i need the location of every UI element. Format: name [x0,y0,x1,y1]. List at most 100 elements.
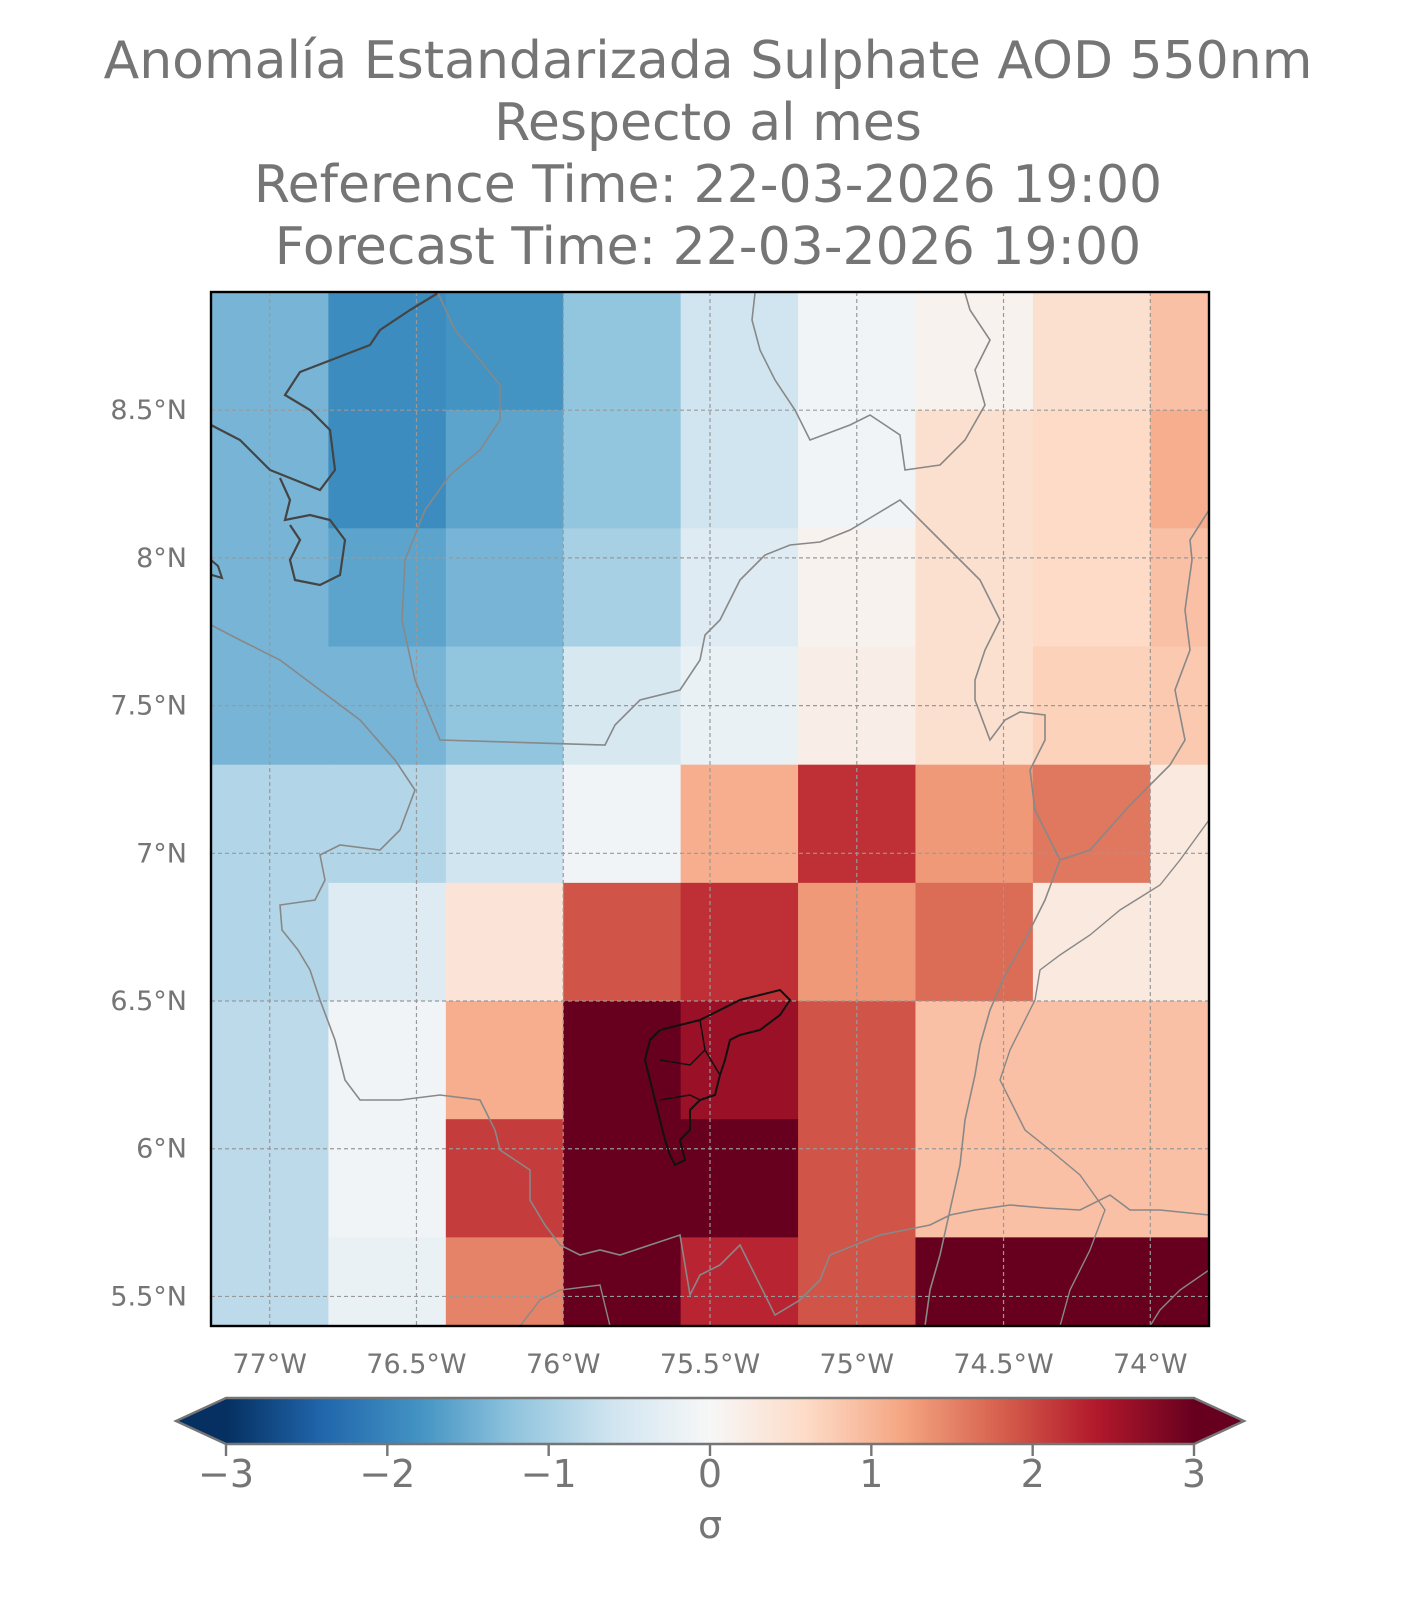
anomaly-cell [915,882,1034,1002]
map-frame [209,290,1211,1328]
anomaly-cell [915,292,1034,411]
anomaly-cell [563,528,682,648]
anomaly-cell [328,292,447,411]
lat-tick-label: 8°N [136,543,187,574]
anomaly-cell [798,882,917,1002]
lon-tick-label: 76.5°W [366,1349,466,1380]
anomaly-cell [563,646,682,766]
lon-tick-label: 77°W [232,1349,307,1380]
colorbar-tick-label: 2 [1021,1452,1045,1496]
title-line-4: Forecast Time: 22-03-2026 19:00 [274,217,1142,277]
title-line-3: Reference Time: 22-03-2026 19:00 [253,155,1163,215]
anomaly-cell [915,1237,1034,1326]
coastline [211,292,439,492]
anomaly-cell [328,882,447,1002]
lat-tick-label: 8.5°N [110,395,187,426]
anomaly-cell [1150,292,1209,411]
anomaly-cell [445,1237,564,1326]
anomaly-cell [563,882,682,1002]
title-line-1: Anomalía Estandarizada Sulphate AOD 550n… [103,31,1313,91]
lon-tick-label: 74.5°W [953,1349,1053,1380]
lon-tick-label: 75°W [819,1349,894,1380]
anomaly-cell [1032,764,1151,884]
anomaly-cell [1150,1237,1209,1326]
gulf-coastline [278,477,347,587]
colorbar [226,1398,1194,1444]
lat-tick-label: 7°N [136,838,187,869]
anomaly-cell [798,1119,917,1238]
anomaly-cell [915,1001,1034,1120]
anomaly-cell [1032,1001,1151,1120]
lon-tick-label: 75.5°W [660,1349,760,1380]
lat-tick-labels: 8.5°N 8°N 7.5°N 7°N 6.5°N 6°N 5.5°N [110,395,187,1312]
anomaly-cell [1150,1119,1209,1238]
anomaly-cell [445,1119,564,1238]
title-line-2: Respecto al mes [494,93,922,153]
anomaly-cell [445,882,564,1002]
anomaly-cell [328,764,447,884]
coastline-inlet [211,559,224,580]
lat-tick-label: 7.5°N [110,691,187,722]
anomaly-cell [680,882,799,1002]
anomaly-cell [563,292,682,411]
anomaly-cell [1032,1119,1151,1238]
anomaly-cell [211,1119,330,1238]
anomaly-cell [680,1237,799,1326]
anomaly-cell [1032,882,1151,1002]
anomaly-cell [328,410,447,529]
anomaly-cell [445,528,564,648]
colorbar-tick-label: −3 [198,1452,254,1496]
anomaly-cell [1032,646,1151,766]
river-southeast [1149,1269,1209,1326]
gridlines [211,292,1209,1326]
department-border-east [924,859,1061,1326]
anomaly-cell [563,1119,682,1238]
colorbar-tick-label: 1 [859,1452,883,1496]
anomaly-cell [328,528,447,648]
lat-tick-label: 6°N [136,1134,187,1165]
anomaly-cell [1150,410,1209,529]
anomaly-cell [445,1001,564,1120]
anomaly-cell [211,1001,330,1120]
municipal-inner-2 [659,1049,706,1066]
anomaly-cell [445,292,564,411]
anomaly-cell [1150,764,1209,884]
anomaly-cell [1032,292,1151,411]
anomaly-cell [1150,882,1209,1002]
anomaly-cell [915,764,1034,884]
colorbar-extend-low [176,1398,226,1444]
colorbar-extend-high [1194,1398,1244,1444]
anomaly-cells [211,292,1209,1326]
anomaly-cell [445,764,564,884]
anomaly-cell [680,764,799,884]
anomaly-cell [445,410,564,529]
anomaly-cell [680,528,799,648]
map-boundaries [211,292,1209,1326]
department-border-north [751,292,991,471]
anomaly-cell [1032,410,1151,529]
colorbar-tick-label: 0 [698,1452,722,1496]
anomaly-cell [563,410,682,529]
lon-tick-label: 74°W [1113,1349,1188,1380]
anomaly-cell [915,410,1034,529]
anomaly-cell [915,528,1034,648]
anomaly-cell [915,1119,1034,1238]
anomaly-cell [798,1001,917,1120]
anomaly-cell [563,1237,682,1326]
colorbar-ticks: −3 −2 −1 0 1 2 3 [198,1444,1206,1496]
anomaly-cell [1150,528,1209,648]
anomaly-cell [328,1119,447,1238]
colorbar-tick-label: −2 [359,1452,415,1496]
lat-tick-label: 6.5°N [110,986,187,1017]
anomaly-cell [680,410,799,529]
anomaly-cell [680,292,799,411]
river-east [999,819,1209,1326]
anomaly-cell [563,764,682,884]
anomaly-cell [680,1119,799,1238]
department-border-west [401,292,1209,861]
lat-tick-label: 5.5°N [110,1281,187,1312]
anomaly-cell [1150,1001,1209,1120]
colorbar-tick-label: −1 [521,1452,577,1496]
municipal-inner-3 [659,1094,701,1101]
